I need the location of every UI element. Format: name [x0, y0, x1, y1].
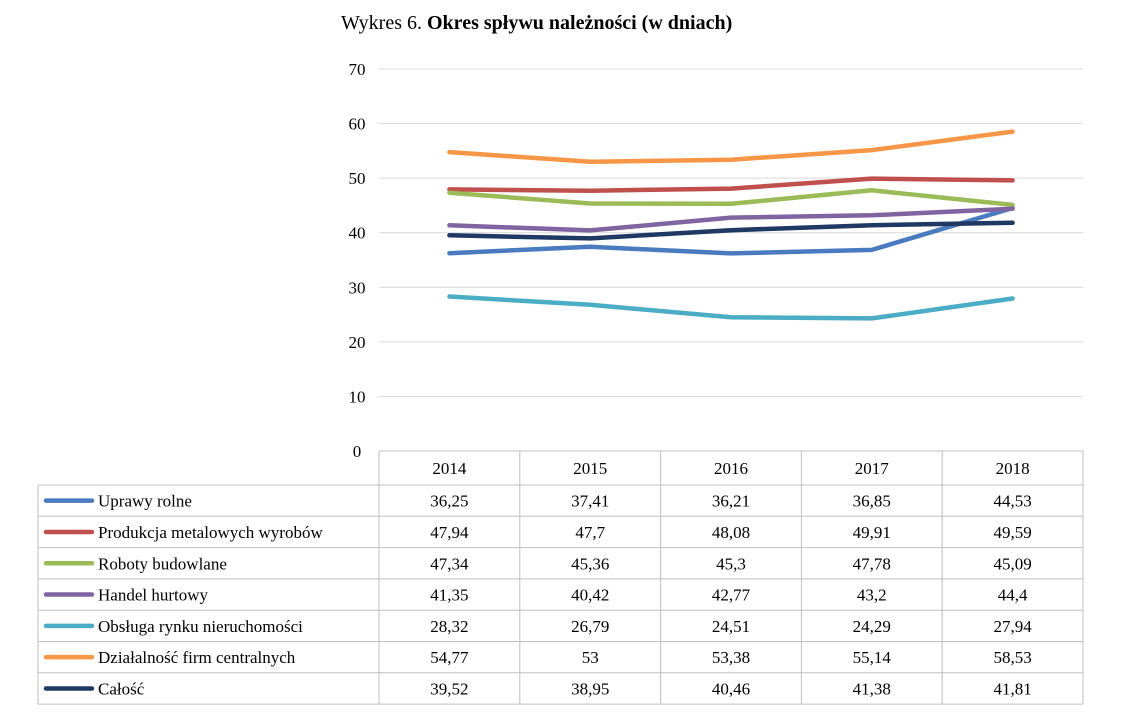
- series-line: [447, 129, 1015, 165]
- data-label: 39,52: [430, 679, 468, 698]
- chart-title-main: Okres spływu należności (w dniach): [427, 12, 733, 34]
- y-tick-label: 60: [349, 115, 366, 134]
- data-label: 49,59: [993, 523, 1031, 542]
- data-label: 58,53: [993, 648, 1031, 667]
- data-label: 41,38: [853, 679, 891, 698]
- x-category-label: 2014: [432, 459, 467, 478]
- legend-label: Roboty budowlane: [98, 554, 227, 573]
- series-line: [447, 206, 1015, 233]
- data-label: 44,4: [998, 586, 1028, 605]
- data-table: 2014 2015 2016 2017 2018 Uprawy rolne 36,25 37,…: [37, 450, 1084, 705]
- data-label: 40,42: [571, 586, 609, 605]
- data-label: 49,91: [853, 523, 891, 542]
- data-label: 48,08: [712, 523, 750, 542]
- legend-label: Całość: [98, 679, 145, 698]
- legend-label: Produkcja metalowych wyrobów: [98, 523, 323, 542]
- data-label: 47,78: [853, 554, 891, 573]
- data-label: 40,46: [712, 679, 750, 698]
- legend-label: Uprawy rolne: [98, 492, 192, 511]
- y-tick-label: 50: [349, 169, 366, 188]
- series-line: [447, 220, 1015, 241]
- y-axis: 0 10 20 30 40 50 60 70: [349, 60, 366, 461]
- series-line: [447, 294, 1015, 321]
- data-label: 24,51: [712, 617, 750, 636]
- data-label: 47,7: [575, 523, 605, 542]
- data-label: 45,09: [993, 554, 1031, 573]
- series-line: [447, 176, 1015, 193]
- data-label: 45,3: [716, 554, 746, 573]
- data-label: 41,35: [430, 586, 468, 605]
- data-label: 43,2: [857, 586, 887, 605]
- chart-title: Wykres 6. Okres spływu należności (w dni…: [341, 12, 732, 35]
- data-label: 37,41: [571, 492, 609, 511]
- series-line: [447, 188, 1015, 208]
- data-label: 53,38: [712, 648, 750, 667]
- series-line: [447, 205, 1015, 256]
- y-tick-label: 10: [349, 387, 366, 406]
- x-category-label: 2015: [573, 459, 607, 478]
- legend-label: Działalność firm centralnych: [98, 648, 296, 667]
- x-category-label: 2018: [996, 459, 1030, 478]
- data-label: 36,21: [712, 492, 750, 511]
- y-tick-label: 70: [349, 60, 366, 79]
- data-label: 24,29: [853, 617, 891, 636]
- y-tick-label: 0: [353, 442, 362, 461]
- data-label: 45,36: [571, 554, 609, 573]
- legend-label: Obsługa rynku nieruchomości: [98, 617, 303, 636]
- data-label: 28,32: [430, 617, 468, 636]
- grid-lines: [379, 68, 1083, 397]
- x-category-label: 2017: [855, 459, 890, 478]
- data-label: 26,79: [571, 617, 609, 636]
- chart-title-prefix: Wykres 6.: [341, 12, 427, 34]
- y-tick-label: 40: [349, 224, 366, 243]
- data-label: 38,95: [571, 679, 609, 698]
- data-label: 36,85: [853, 492, 891, 511]
- data-label: 44,53: [993, 492, 1031, 511]
- data-label: 54,77: [430, 648, 469, 667]
- y-tick-label: 20: [349, 333, 366, 352]
- data-label: 36,25: [430, 492, 468, 511]
- data-label: 41,81: [993, 679, 1031, 698]
- series-lines: [447, 129, 1015, 321]
- data-label: 55,14: [853, 648, 892, 667]
- data-label: 53: [582, 648, 599, 667]
- data-label: 27,94: [993, 617, 1032, 636]
- legend-label: Handel hurtowy: [98, 586, 209, 605]
- y-tick-label: 30: [349, 278, 366, 297]
- x-category-label: 2016: [714, 459, 748, 478]
- data-label: 47,34: [430, 554, 469, 573]
- data-label: 42,77: [712, 586, 751, 605]
- data-label: 47,94: [430, 523, 469, 542]
